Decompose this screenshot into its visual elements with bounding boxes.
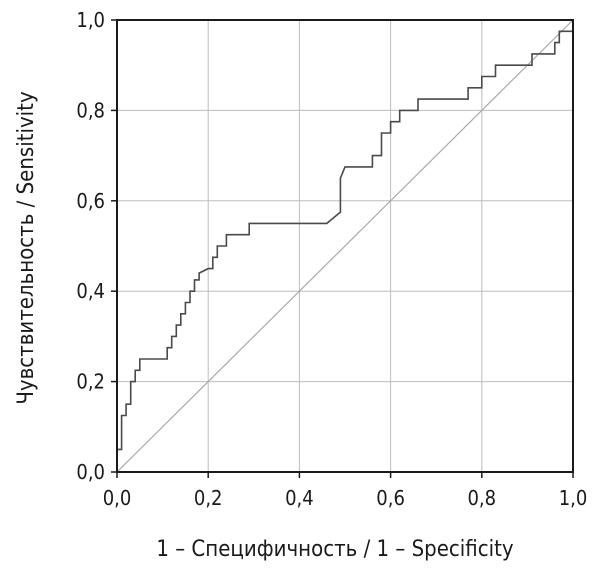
plot-border bbox=[116, 19, 574, 473]
y-tick-label: 0,2 bbox=[76, 370, 105, 394]
reference-diagonal-line bbox=[116, 19, 574, 473]
roc-curve-line bbox=[116, 20, 574, 472]
x-tick-label: 1,0 bbox=[559, 486, 588, 510]
x-tick-label: 0,0 bbox=[103, 486, 132, 510]
y-tick-label: 0,4 bbox=[76, 279, 105, 303]
x-tick-label: 0,2 bbox=[194, 486, 223, 510]
tick-labels: 0,00,0 0,2 0,2 0,4 0,4 0,6 0,6 0,8 0,8 1,0 1,0 bbox=[76, 8, 587, 510]
y-axis-title: Чувствительность / Sensitivity bbox=[14, 91, 39, 405]
x-tick-label: 0,8 bbox=[467, 486, 496, 510]
series-layer bbox=[116, 19, 574, 473]
x-axis-title: 1 – Специфичность / 1 – Specificity bbox=[156, 537, 514, 562]
y-tick-label: 0,8 bbox=[76, 98, 105, 122]
y-tick-label: 0,0 bbox=[76, 460, 105, 484]
y-tick-label: 1,0 bbox=[76, 8, 105, 32]
y-tick-label: 0,6 bbox=[76, 189, 105, 213]
plot-frame bbox=[111, 19, 574, 478]
x-tick-label: 0,6 bbox=[376, 486, 405, 510]
x-tick-label: 0,4 bbox=[285, 486, 314, 510]
